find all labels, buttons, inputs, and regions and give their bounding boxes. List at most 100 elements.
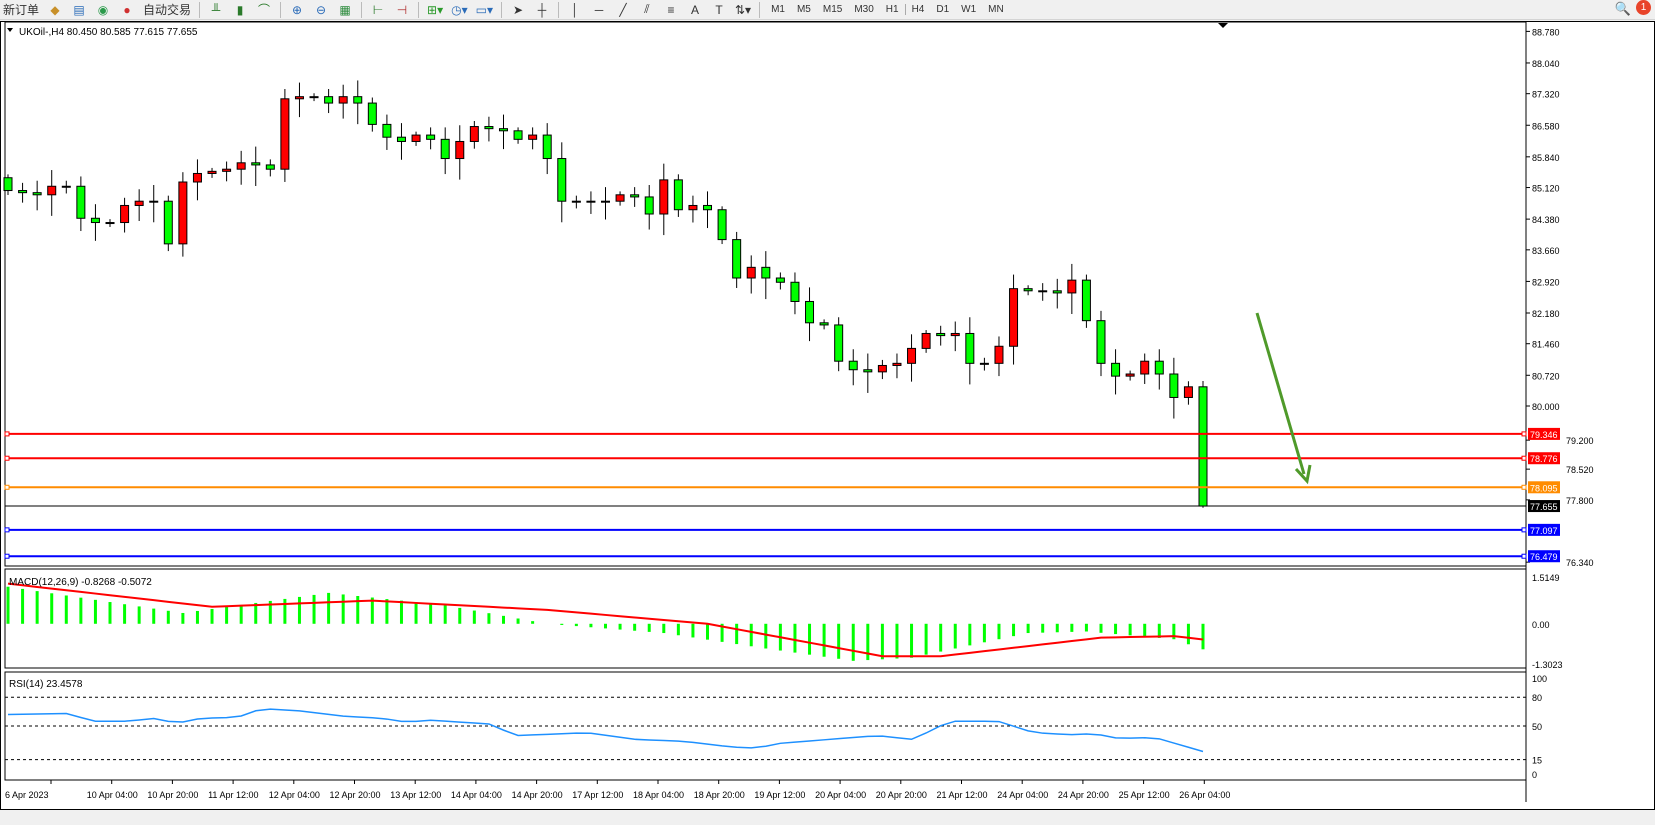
level-handle [1521, 527, 1527, 533]
time-label: 10 Apr 04:00 [87, 790, 138, 800]
time-label: 6 Apr 2023 [5, 790, 49, 800]
macd-axis-label: -1.3023 [1532, 660, 1563, 670]
level-handle [1521, 484, 1527, 490]
macd-signal-line [7, 582, 1204, 658]
candle-body [921, 332, 931, 349]
candle-body [32, 192, 42, 196]
chart-shift-icon[interactable]: ⊢ [372, 2, 384, 17]
candle-body [207, 170, 217, 174]
crosshair-icon[interactable]: ┼ [537, 2, 547, 17]
price-level-tag [1528, 550, 1560, 563]
separator [418, 1, 420, 18]
price-tick-label: 84.380 [1532, 215, 1560, 225]
candle-body [892, 362, 902, 366]
candle-body [105, 222, 115, 225]
auto-trading-icon[interactable]: ● [123, 2, 131, 17]
rsi-line [7, 708, 1204, 753]
bar-chart-icon[interactable]: ╨ [211, 2, 221, 17]
candle-body [455, 140, 465, 160]
candle-body [498, 128, 508, 132]
search-icon[interactable]: 🔍 [1614, 1, 1631, 16]
market-watch-icon[interactable]: ▤ [73, 2, 85, 17]
line-chart-icon[interactable]: ⌒ [258, 3, 271, 17]
horizontal-line-icon[interactable]: ─ [594, 2, 604, 17]
candle-body [819, 322, 829, 326]
text-icon[interactable]: A [690, 2, 699, 17]
signals-icon[interactable]: ◉ [97, 2, 109, 17]
time-label: 24 Apr 20:00 [1058, 790, 1109, 800]
periods-icon[interactable]: ◷▾ [451, 2, 468, 17]
chart-symbol-info: UKOil-,H4 80.450 80.585 77.615 77.655 [19, 27, 198, 38]
time-label: 10 Apr 20:00 [147, 790, 198, 800]
candle-body [440, 138, 450, 160]
level-handle [4, 484, 10, 490]
chart-window[interactable]: 88.780 88.040 87.320 86.580 85.840 85.120 84.3… [0, 21, 1655, 810]
candle-body [659, 179, 669, 215]
timeframe-d1[interactable]: D1 [936, 4, 950, 15]
timeframe-mn[interactable]: MN [988, 4, 1004, 15]
price-tick-label: 85.120 [1532, 184, 1560, 194]
vertical-line-icon[interactable]: │ [571, 2, 579, 17]
timeframe-m15[interactable]: M15 [822, 4, 843, 15]
time-label: 18 Apr 04:00 [633, 790, 684, 800]
cursor-icon[interactable]: ➤ [512, 2, 524, 17]
rsi-axis-label: 15 [1532, 756, 1542, 766]
price-level-tag [1528, 481, 1560, 494]
candle-body [265, 164, 275, 170]
candle-body [557, 158, 567, 202]
notification-badge[interactable]: 1 [1636, 0, 1651, 15]
price-level-tag [1528, 523, 1560, 536]
candle-body [222, 168, 232, 172]
candle-body [294, 96, 304, 100]
separator [759, 1, 761, 18]
tile-windows-icon[interactable]: ▦ [339, 2, 351, 17]
collapse-triangle-icon[interactable] [7, 28, 13, 32]
candle-body [775, 277, 785, 283]
price-level-value: 77.655 [1530, 502, 1558, 512]
timeframe-h1[interactable]: H1 [885, 4, 899, 15]
candle-body [528, 134, 538, 140]
candle-body [3, 177, 13, 192]
candle-body [1038, 290, 1048, 293]
zoom-out-icon[interactable]: ⊖ [316, 2, 327, 17]
candle-body [178, 181, 188, 245]
timeframe-m30[interactable]: M30 [854, 4, 874, 15]
time-label: 12 Apr 20:00 [330, 790, 381, 800]
templates-icon[interactable]: ▭▾ [475, 2, 493, 17]
navigator-icon[interactable]: ◆ [50, 2, 60, 17]
rsi-axis-label: 0 [1532, 770, 1537, 780]
indicators-icon[interactable]: ⊞▾ [427, 2, 444, 17]
equidistant-channel-icon[interactable]: ⫽ [644, 2, 650, 16]
candle-body [76, 185, 86, 219]
text-label-icon[interactable]: T [715, 2, 723, 17]
timeframe-h4[interactable]: H4 [904, 4, 931, 15]
fibonacci-icon[interactable]: ≡ [667, 2, 675, 17]
level-handle [1521, 553, 1527, 559]
trendline-icon[interactable]: ╱ [619, 2, 627, 17]
autoscroll-icon[interactable]: ⊣ [396, 2, 408, 17]
separator [557, 1, 559, 18]
candle-body [542, 134, 552, 160]
candle-body [1009, 288, 1019, 347]
price-level-value: 76.479 [1530, 552, 1558, 562]
zoom-in-icon[interactable]: ⊕ [292, 2, 303, 17]
auto-trading-button[interactable]: 自动交易 [143, 3, 192, 17]
candle-body [950, 332, 960, 337]
candle-body [601, 200, 610, 203]
timeframe-w1[interactable]: W1 [961, 4, 977, 15]
timeframe-m5[interactable]: M5 [796, 4, 811, 15]
price-level-tag [1528, 452, 1560, 465]
candle-body [18, 190, 28, 194]
candle-body [1169, 373, 1179, 398]
candle-body [163, 200, 173, 245]
chart-shift-marker-icon[interactable] [1218, 23, 1228, 28]
arrows-icon[interactable]: ⇅▾ [734, 2, 752, 17]
candle-body [936, 332, 946, 337]
new-order-button[interactable]: 新订单 [3, 3, 40, 17]
candlestick-icon[interactable]: ▮ [236, 2, 244, 17]
chart-canvas[interactable]: 88.780 88.040 87.320 86.580 85.840 85.120 84.3… [1, 21, 1654, 809]
candle-body [586, 200, 596, 203]
timeframe-m1[interactable]: M1 [771, 4, 785, 15]
candle-body [411, 134, 421, 142]
price-tick-label: 87.320 [1532, 90, 1560, 100]
